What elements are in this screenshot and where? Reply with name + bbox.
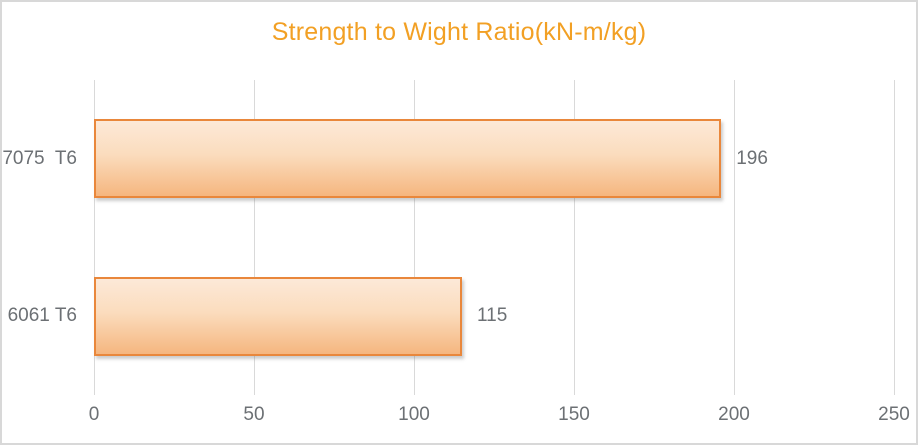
gridline	[734, 80, 735, 395]
x-axis-tick-label: 250	[878, 404, 910, 425]
x-axis-tick-label: 150	[558, 404, 590, 425]
x-axis-tick-label: 0	[88, 404, 100, 425]
y-axis-category-label: 6061 T6	[7, 305, 77, 327]
x-axis-tick-label: 50	[243, 404, 265, 425]
chart-title: Strength to Wight Ratio(kN-m/kg)	[271, 18, 647, 46]
bar-data-label: 196	[736, 147, 768, 169]
bar-data-label: 115	[477, 305, 508, 327]
x-axis-tick-label: 200	[718, 404, 750, 425]
bar	[94, 276, 462, 356]
y-axis-category-label: 7075 T6	[2, 147, 77, 169]
gridline	[894, 80, 895, 395]
x-axis-tick-label: 100	[398, 404, 430, 425]
gridline	[414, 80, 415, 395]
gridline	[94, 80, 95, 395]
gridline	[254, 80, 255, 395]
bar	[94, 119, 722, 199]
gridline	[574, 80, 575, 395]
